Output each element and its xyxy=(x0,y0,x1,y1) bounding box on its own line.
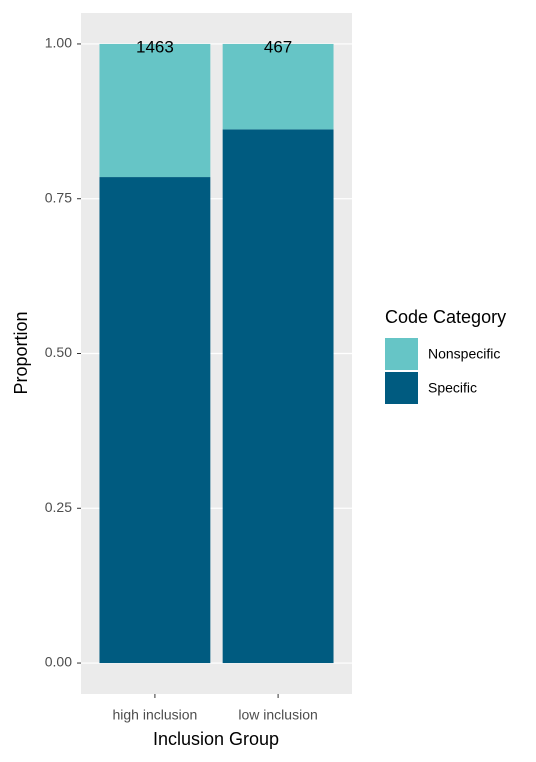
y-tick-label: 1.00 xyxy=(45,35,72,51)
y-tick-label: 0.00 xyxy=(45,654,72,670)
legend-key xyxy=(385,338,418,370)
legend-label: Specific xyxy=(428,380,477,396)
bar-segment xyxy=(99,177,211,664)
y-tick-label: 0.75 xyxy=(45,189,72,205)
bar-segment xyxy=(222,43,334,130)
bar-total-label: 1463 xyxy=(136,37,174,56)
x-tick-label: high inclusion xyxy=(112,707,197,723)
y-axis-title: Proportion xyxy=(11,311,31,394)
x-axis-title: Inclusion Group xyxy=(153,729,279,749)
bar-segment xyxy=(222,129,334,664)
legend-label: Nonspecific xyxy=(428,346,500,362)
bar-segment xyxy=(99,43,211,178)
bar-total-label: 467 xyxy=(264,37,292,56)
x-tick-label: low inclusion xyxy=(238,707,317,723)
y-tick-label: 0.50 xyxy=(45,344,72,360)
y-tick-label: 0.25 xyxy=(45,499,72,515)
legend-key xyxy=(385,372,418,404)
legend-title: Code Category xyxy=(385,307,506,327)
